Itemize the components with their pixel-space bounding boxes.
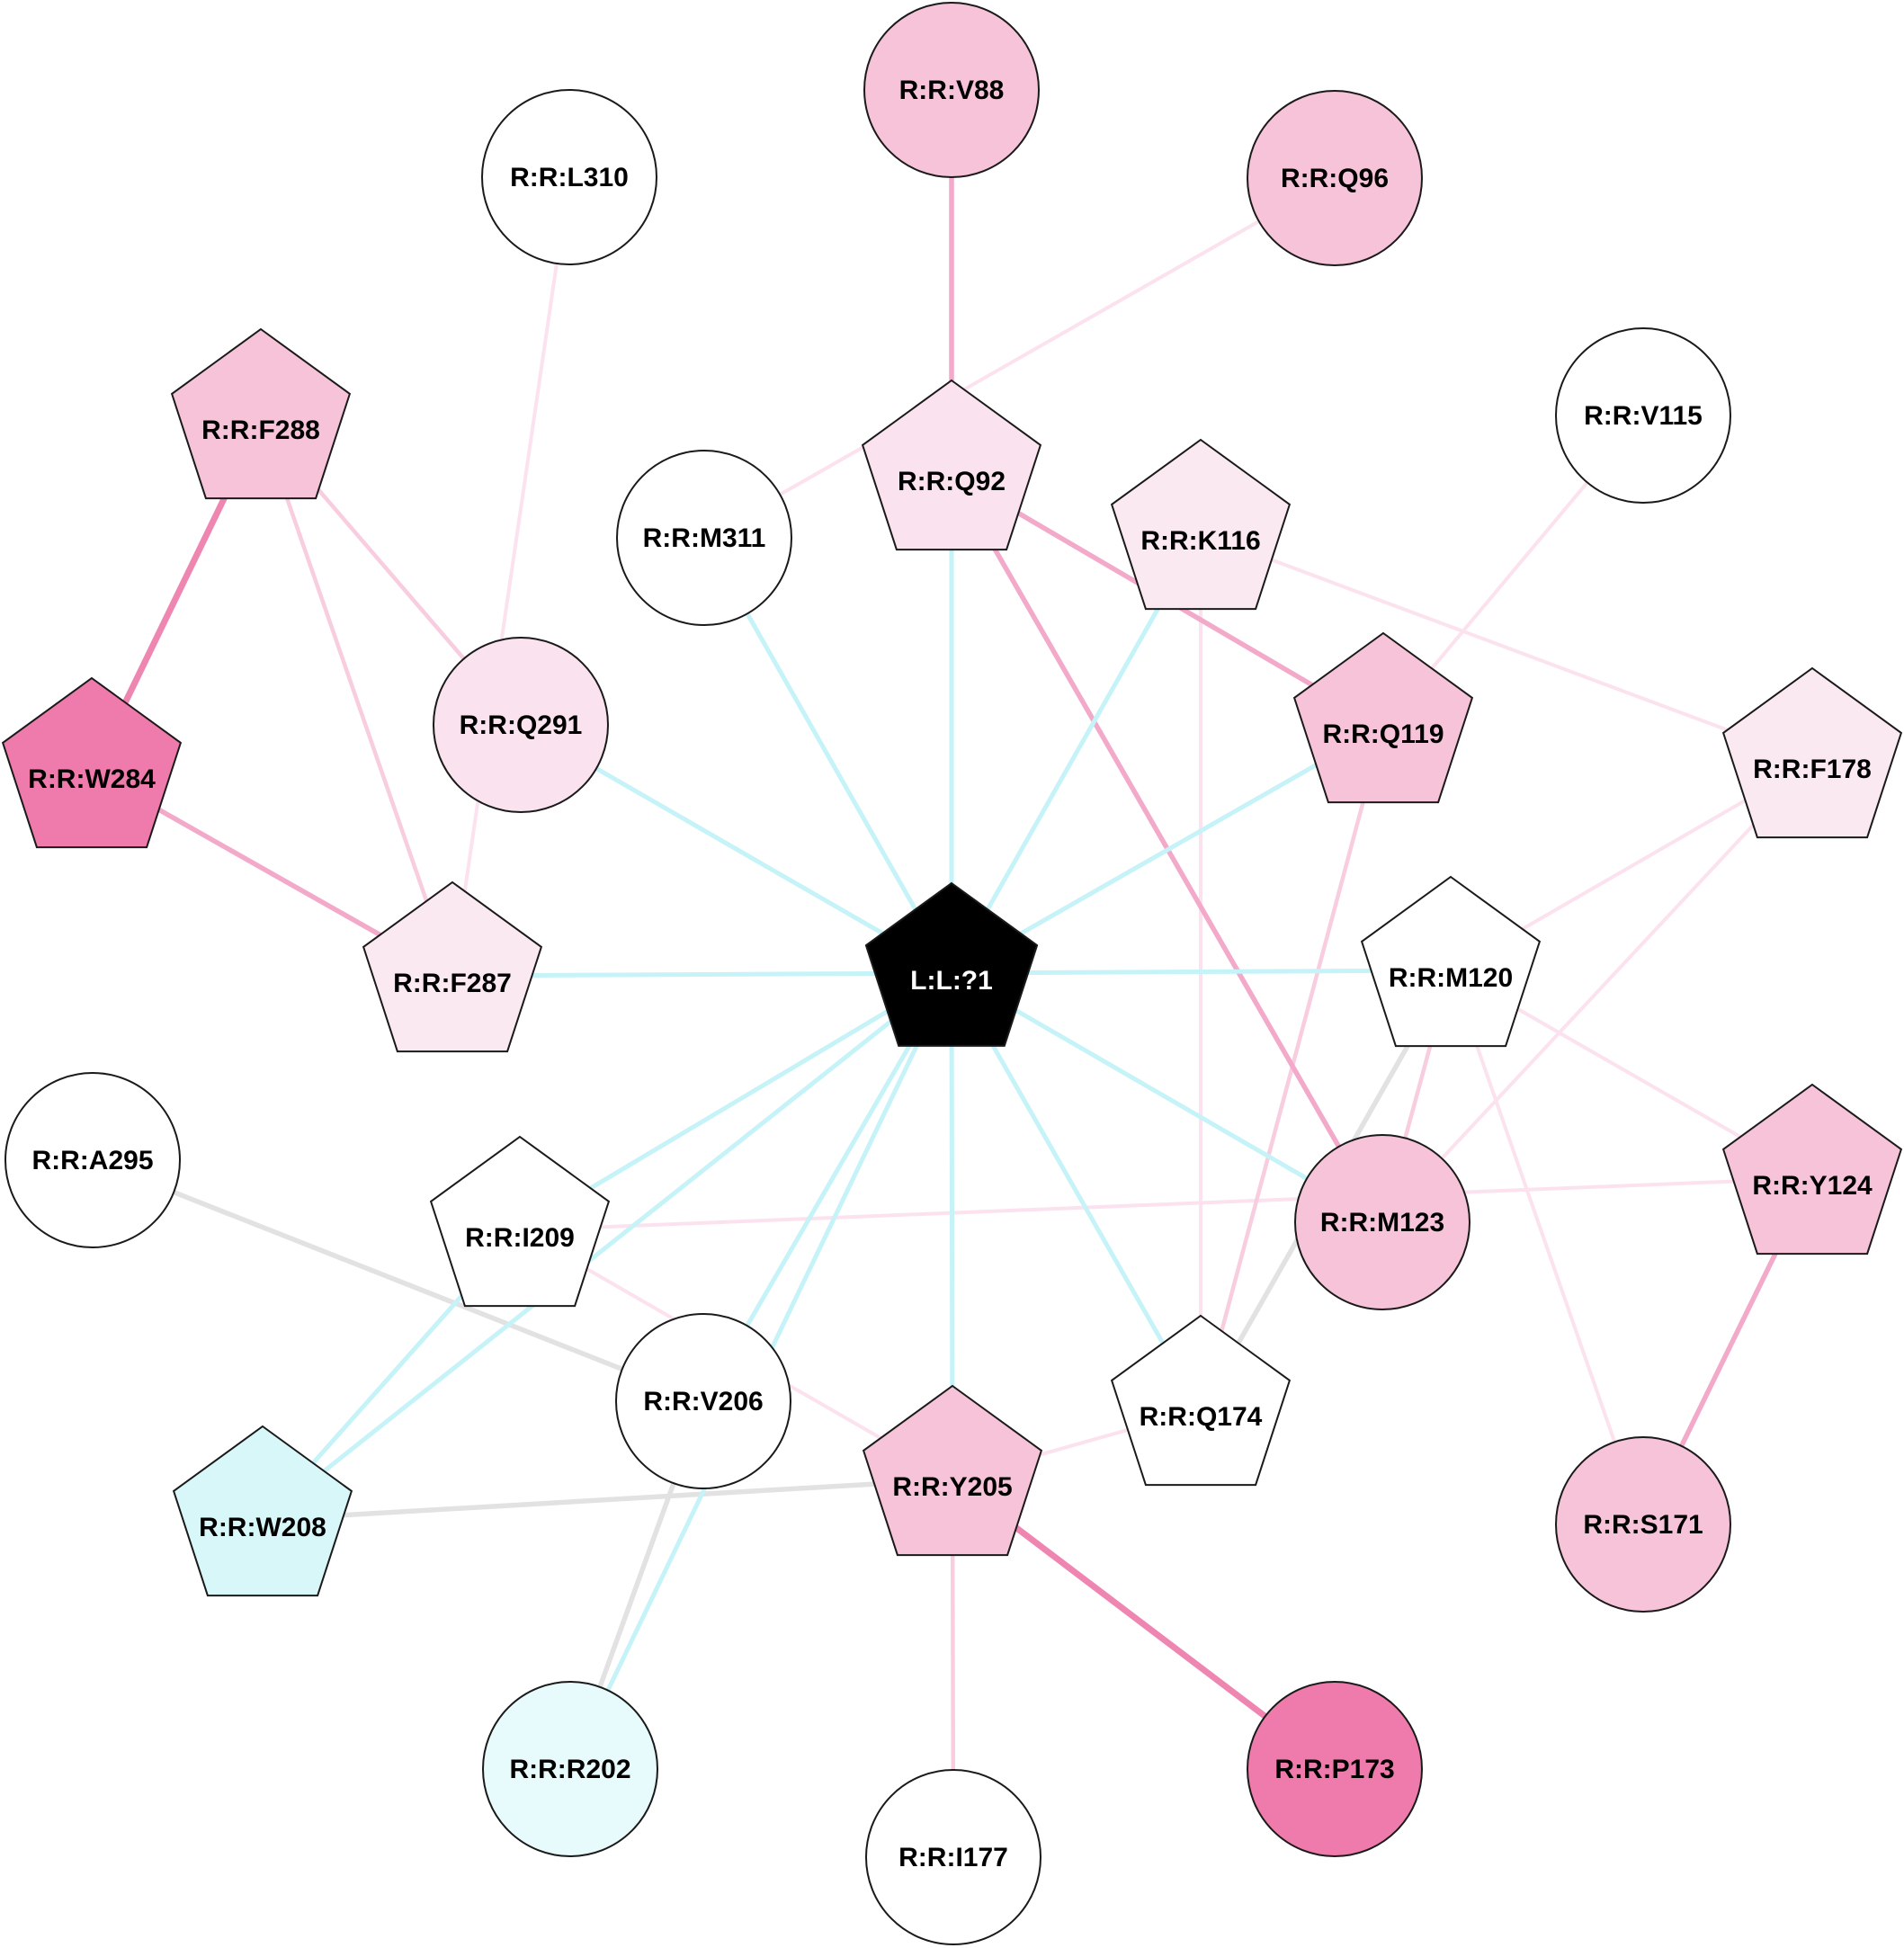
circle-shape[interactable]: [4, 1072, 181, 1248]
edge-r-r-f178--r-r-m123: [1381, 760, 1814, 1224]
edge-r-r-k116--r-r-f178: [1199, 532, 1814, 764]
edge-r-r-a295--r-r-v206: [90, 1157, 706, 1404]
pentagon-shape[interactable]: [861, 379, 1042, 551]
node-r-r-k116[interactable]: R:R:K116: [1110, 438, 1292, 611]
pentagon-shape[interactable]: [1721, 1083, 1903, 1255]
pentagon-shape[interactable]: [362, 880, 543, 1053]
node-r-r-f178[interactable]: R:R:F178: [1721, 666, 1903, 839]
circle-shape[interactable]: [865, 1769, 1041, 1945]
node-r-r-w284[interactable]: R:R:W284: [1, 676, 183, 849]
edge-r-r-q96--r-r-m311: [702, 176, 1336, 540]
node-r-r-q92[interactable]: R:R:Q92: [861, 379, 1042, 551]
circle-shape[interactable]: [615, 1313, 791, 1489]
node-r-r-p173[interactable]: R:R:P173: [1247, 1681, 1423, 1857]
node-r-r-i177[interactable]: R:R:I177: [865, 1769, 1041, 1945]
circle-shape[interactable]: [482, 1681, 658, 1857]
node-r-r-q119[interactable]: R:R:Q119: [1292, 631, 1474, 804]
node-r-r-s171[interactable]: R:R:S171: [1555, 1436, 1731, 1613]
node-r-r-v88[interactable]: R:R:V88: [863, 2, 1040, 178]
node-r-r-m123[interactable]: R:R:M123: [1294, 1134, 1470, 1310]
edge-l-l-1--r-r-w208: [260, 970, 954, 1523]
edge-r-r-w208--r-r-y205: [260, 1477, 955, 1523]
pentagon-shape[interactable]: [1, 676, 183, 849]
node-r-r-q174[interactable]: R:R:Q174: [1110, 1314, 1292, 1487]
node-r-r-q96[interactable]: R:R:Q96: [1247, 90, 1423, 266]
pentagon-shape[interactable]: [1110, 1314, 1292, 1487]
circle-shape[interactable]: [481, 89, 657, 265]
pentagon-shape[interactable]: [1721, 666, 1903, 839]
node-r-r-v206[interactable]: R:R:V206: [615, 1313, 791, 1489]
circle-shape[interactable]: [1294, 1134, 1470, 1310]
circle-shape[interactable]: [616, 450, 792, 626]
pentagon-shape[interactable]: [1360, 875, 1542, 1048]
node-r-r-l310[interactable]: R:R:L310: [481, 89, 657, 265]
node-r-r-m120[interactable]: R:R:M120: [1360, 875, 1542, 1048]
edge-r-r-f288--r-r-f287: [258, 420, 455, 978]
node-l-l-1[interactable]: L:L:?1: [864, 881, 1039, 1047]
pentagon-shape[interactable]: [429, 1135, 611, 1308]
pentagon-shape[interactable]: [172, 1425, 353, 1597]
circle-shape[interactable]: [1247, 1681, 1423, 1857]
node-r-r-v115[interactable]: R:R:V115: [1555, 327, 1731, 504]
node-r-r-f287[interactable]: R:R:F287: [362, 880, 543, 1053]
edge-l-l-1--r-r-f287: [450, 970, 954, 978]
edge-l-l-1--r-r-q119: [949, 724, 1386, 976]
circle-shape[interactable]: [1555, 327, 1731, 504]
edge-l-l-1--r-r-m120: [949, 968, 1453, 976]
node-r-r-q291[interactable]: R:R:Q291: [433, 637, 609, 813]
node-r-r-f288[interactable]: R:R:F288: [170, 327, 352, 500]
edge-l-l-1--r-r-i209: [517, 970, 954, 1233]
circle-shape[interactable]: [1555, 1436, 1731, 1613]
circle-shape[interactable]: [433, 637, 609, 813]
edge-r-r-m120--r-r-s171: [1449, 969, 1645, 1526]
pentagon-shape[interactable]: [1292, 631, 1474, 804]
circle-shape[interactable]: [1247, 90, 1423, 266]
node-r-r-a295[interactable]: R:R:A295: [4, 1072, 181, 1248]
pentagon-shape[interactable]: [862, 1384, 1043, 1557]
circle-shape[interactable]: [863, 2, 1040, 178]
pentagon-shape[interactable]: [170, 327, 352, 500]
edge-r-r-i209--r-r-y124: [518, 1176, 1814, 1232]
node-r-r-r202[interactable]: R:R:R202: [482, 1681, 658, 1857]
node-r-r-y124[interactable]: R:R:Y124: [1721, 1083, 1903, 1255]
node-r-r-i209[interactable]: R:R:I209: [429, 1135, 611, 1308]
node-r-r-y205[interactable]: R:R:Y205: [862, 1384, 1043, 1557]
pentagon-shape[interactable]: [1110, 438, 1292, 611]
node-r-r-m311[interactable]: R:R:M311: [616, 450, 792, 626]
pentagon-shape[interactable]: [864, 881, 1039, 1047]
edge-r-r-l310--r-r-f287: [451, 175, 571, 978]
